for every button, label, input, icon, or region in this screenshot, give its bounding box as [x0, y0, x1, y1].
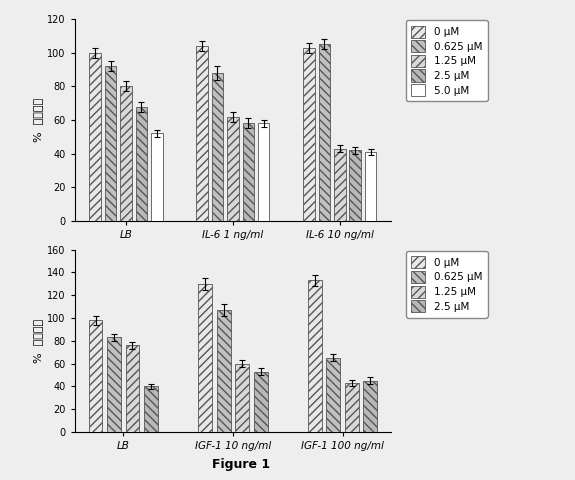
Y-axis label: %  細胞増殖: % 細胞増殖: [33, 319, 43, 363]
Bar: [89, 320, 102, 432]
Bar: [235, 364, 249, 432]
Bar: [151, 133, 163, 221]
Bar: [303, 48, 315, 221]
Bar: [258, 123, 270, 221]
Bar: [308, 280, 322, 432]
Bar: [144, 386, 158, 432]
Bar: [334, 149, 346, 221]
Y-axis label: %  細胞増殖: % 細胞増殖: [33, 98, 43, 142]
Bar: [212, 73, 223, 221]
Bar: [196, 46, 208, 221]
Bar: [217, 310, 231, 432]
Bar: [363, 381, 377, 432]
Bar: [319, 45, 330, 221]
Bar: [105, 66, 116, 221]
Legend: 0 μM, 0.625 μM, 1.25 μM, 2.5 μM: 0 μM, 0.625 μM, 1.25 μM, 2.5 μM: [406, 251, 488, 317]
Bar: [327, 358, 340, 432]
Bar: [89, 53, 101, 221]
Bar: [365, 152, 377, 221]
Text: Figure 1: Figure 1: [212, 458, 271, 471]
Bar: [350, 150, 361, 221]
Bar: [120, 86, 132, 221]
Bar: [107, 337, 121, 432]
Bar: [243, 123, 254, 221]
Bar: [198, 284, 212, 432]
Bar: [227, 117, 239, 221]
Bar: [136, 107, 147, 221]
Bar: [125, 346, 139, 432]
Bar: [254, 372, 267, 432]
Legend: 0 μM, 0.625 μM, 1.25 μM, 2.5 μM, 5.0 μM: 0 μM, 0.625 μM, 1.25 μM, 2.5 μM, 5.0 μM: [406, 20, 488, 101]
Bar: [345, 383, 359, 432]
